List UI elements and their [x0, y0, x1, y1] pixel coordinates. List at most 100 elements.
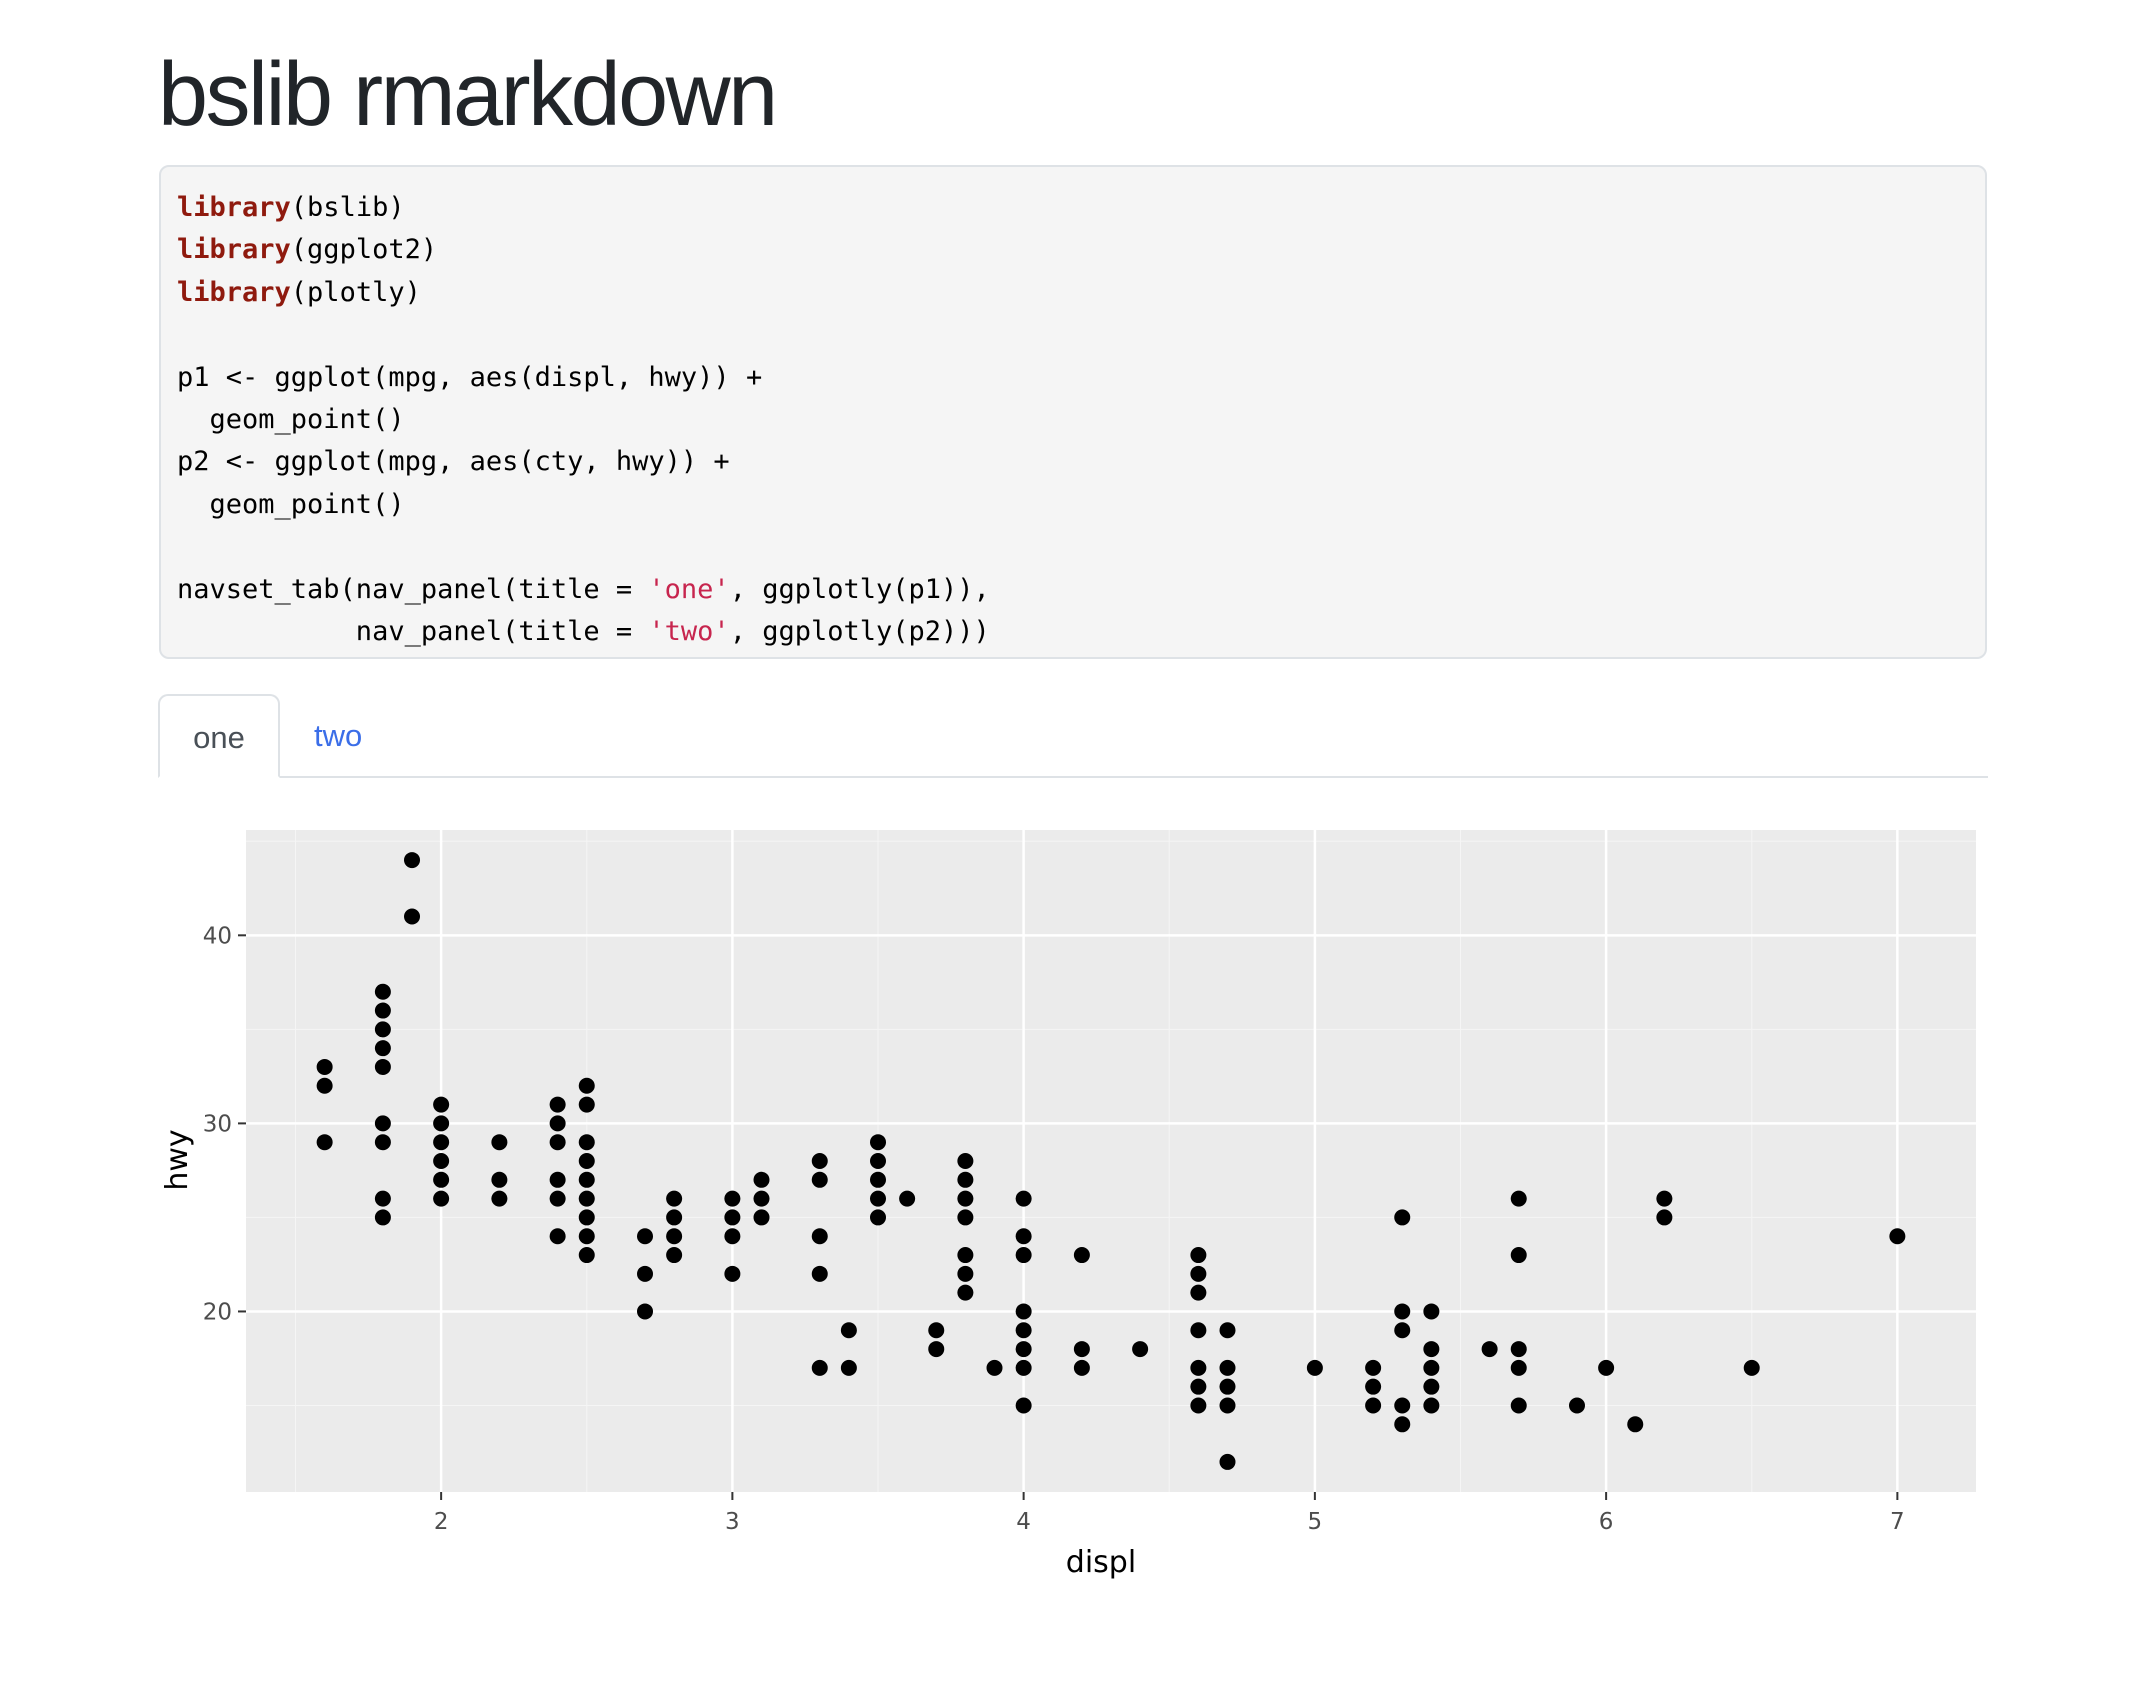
data-point[interactable] [578, 1171, 595, 1188]
data-point[interactable] [433, 1153, 450, 1169]
data-point[interactable] [1627, 1416, 1644, 1433]
data-point[interactable] [1510, 1190, 1527, 1207]
data-point[interactable] [1568, 1397, 1585, 1414]
data-point[interactable] [870, 1134, 887, 1151]
data-point[interactable] [637, 1265, 654, 1282]
data-point[interactable] [1015, 1322, 1032, 1339]
data-point[interactable] [1306, 1359, 1323, 1376]
data-point[interactable] [753, 1209, 770, 1226]
data-point[interactable] [1510, 1359, 1527, 1376]
data-point[interactable] [957, 1265, 974, 1282]
data-point[interactable] [374, 1002, 391, 1019]
tab-one[interactable]: one [158, 694, 280, 778]
data-point[interactable] [724, 1209, 741, 1226]
data-point[interactable] [374, 983, 391, 1000]
data-point[interactable] [1073, 1247, 1090, 1264]
data-point[interactable] [433, 1190, 450, 1207]
data-point[interactable] [549, 1134, 566, 1151]
data-point[interactable] [724, 1228, 741, 1245]
data-point[interactable] [1481, 1341, 1498, 1358]
data-point[interactable] [666, 1228, 683, 1245]
data-point[interactable] [1073, 1359, 1090, 1376]
data-point[interactable] [404, 852, 421, 869]
data-point[interactable] [1743, 1359, 1760, 1376]
data-point[interactable] [1394, 1209, 1411, 1226]
data-point[interactable] [1015, 1190, 1032, 1207]
data-point[interactable] [578, 1209, 595, 1226]
data-point[interactable] [1190, 1322, 1207, 1339]
data-point[interactable] [491, 1190, 508, 1207]
data-point[interactable] [316, 1134, 333, 1151]
data-point[interactable] [1656, 1190, 1673, 1207]
data-point[interactable] [578, 1228, 595, 1245]
data-point[interactable] [578, 1096, 595, 1113]
data-point[interactable] [316, 1077, 333, 1094]
data-point[interactable] [1510, 1397, 1527, 1414]
data-point[interactable] [549, 1228, 566, 1245]
data-point[interactable] [870, 1153, 887, 1169]
tab-two[interactable]: two [314, 718, 363, 753]
data-point[interactable] [1015, 1228, 1032, 1245]
data-point[interactable] [374, 1209, 391, 1226]
data-point[interactable] [811, 1153, 828, 1169]
data-point[interactable] [666, 1209, 683, 1226]
data-point[interactable] [549, 1115, 566, 1132]
data-point[interactable] [724, 1190, 741, 1207]
data-point[interactable] [1889, 1228, 1906, 1245]
data-point[interactable] [374, 1190, 391, 1207]
data-point[interactable] [1190, 1378, 1207, 1395]
data-point[interactable] [1510, 1247, 1527, 1264]
data-point[interactable] [1423, 1378, 1440, 1395]
data-point[interactable] [724, 1265, 741, 1282]
data-point[interactable] [1190, 1359, 1207, 1376]
data-point[interactable] [1510, 1341, 1527, 1358]
data-point[interactable] [578, 1190, 595, 1207]
data-point[interactable] [1219, 1359, 1236, 1376]
data-point[interactable] [1423, 1359, 1440, 1376]
data-point[interactable] [666, 1190, 683, 1207]
data-point[interactable] [1132, 1341, 1149, 1358]
data-point[interactable] [1656, 1209, 1673, 1226]
data-point[interactable] [1015, 1359, 1032, 1376]
data-point[interactable] [433, 1134, 450, 1151]
data-point[interactable] [1365, 1378, 1382, 1395]
data-point[interactable] [374, 1021, 391, 1038]
data-point[interactable] [1015, 1397, 1032, 1414]
data-point[interactable] [549, 1171, 566, 1188]
data-point[interactable] [957, 1171, 974, 1188]
data-point[interactable] [1394, 1322, 1411, 1339]
data-point[interactable] [986, 1359, 1003, 1376]
data-point[interactable] [1394, 1303, 1411, 1320]
data-point[interactable] [1394, 1416, 1411, 1433]
data-point[interactable] [1190, 1397, 1207, 1414]
data-point[interactable] [578, 1077, 595, 1094]
data-point[interactable] [811, 1359, 828, 1376]
data-point[interactable] [811, 1265, 828, 1282]
data-point[interactable] [374, 1115, 391, 1132]
data-point[interactable] [1190, 1247, 1207, 1264]
data-point[interactable] [1365, 1397, 1382, 1414]
data-point[interactable] [1219, 1322, 1236, 1339]
data-point[interactable] [578, 1153, 595, 1169]
data-point[interactable] [578, 1247, 595, 1264]
data-point[interactable] [1219, 1397, 1236, 1414]
data-point[interactable] [1394, 1397, 1411, 1414]
data-point[interactable] [1598, 1359, 1615, 1376]
data-point[interactable] [1423, 1303, 1440, 1320]
data-point[interactable] [928, 1322, 945, 1339]
data-point[interactable] [433, 1096, 450, 1113]
data-point[interactable] [870, 1171, 887, 1188]
data-point[interactable] [1015, 1341, 1032, 1358]
data-point[interactable] [316, 1058, 333, 1075]
data-point[interactable] [491, 1171, 508, 1188]
data-point[interactable] [578, 1134, 595, 1151]
data-point[interactable] [374, 1134, 391, 1151]
data-point[interactable] [404, 908, 421, 925]
data-point[interactable] [1190, 1265, 1207, 1282]
data-point[interactable] [840, 1359, 857, 1376]
data-point[interactable] [637, 1303, 654, 1320]
data-point[interactable] [666, 1247, 683, 1264]
data-point[interactable] [549, 1096, 566, 1113]
data-point[interactable] [433, 1115, 450, 1132]
data-point[interactable] [1190, 1284, 1207, 1301]
